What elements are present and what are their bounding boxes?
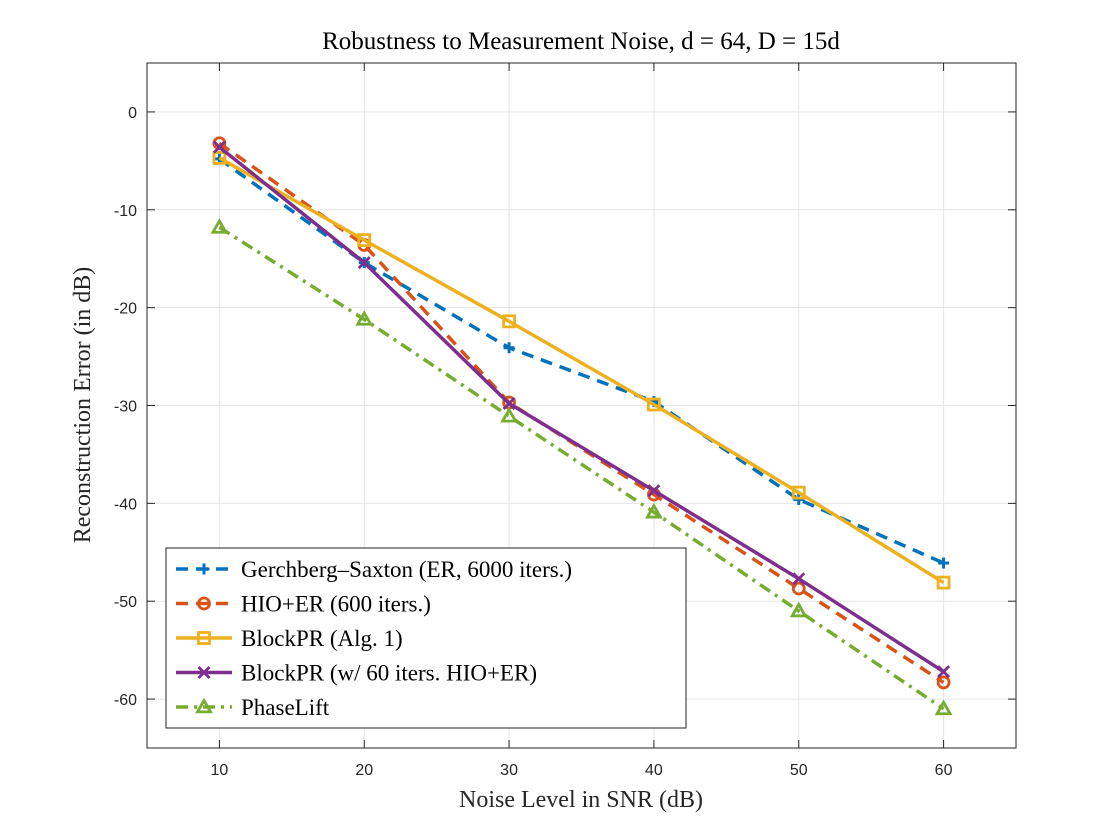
- x-tick-label: 40: [645, 762, 663, 779]
- data-point: [502, 314, 516, 329]
- legend-label: HIO+ER (600 iters.): [241, 592, 431, 617]
- data-point: [357, 256, 371, 270]
- data-point: [647, 397, 661, 412]
- tick-layer: 10 20 30 40 50 60 0 -10 -20 -30 -40 -50 -60: [114, 63, 1016, 779]
- data-point: [645, 502, 663, 519]
- x-tick-label: 30: [500, 762, 518, 779]
- x-tick-label: 50: [790, 762, 808, 779]
- chart-title: Robustness to Measurement Noise, d = 64,…: [322, 28, 840, 55]
- legend-marker: [198, 563, 210, 575]
- data-point: [791, 485, 806, 500]
- x-axis-label: Noise Level in SNR (dB): [459, 787, 703, 813]
- legend-marker: [197, 666, 211, 679]
- data-point: [647, 484, 661, 498]
- legend-entry: BlockPR (w/ 60 iters. HIO+ER): [176, 661, 537, 686]
- legend-label: BlockPR (w/ 60 iters. HIO+ER): [241, 661, 537, 686]
- series-line: [218, 145, 945, 674]
- y-tick-label: -10: [114, 203, 137, 220]
- data-point: [936, 575, 951, 590]
- y-tick-label: -60: [114, 692, 137, 709]
- data-point: [937, 665, 951, 679]
- data-point: [355, 310, 374, 326]
- legend-marker: [197, 631, 211, 645]
- y-tick-label: -40: [114, 496, 137, 513]
- legend-entry: Gerchberg–Saxton (ER, 6000 iters.): [176, 557, 572, 582]
- data-point: [934, 699, 953, 716]
- data-point: [500, 406, 518, 423]
- y-axis-label: Reconstruction Error (in dB): [70, 267, 96, 544]
- y-tick-label: 0: [128, 105, 137, 122]
- y-tick-label: -20: [114, 301, 137, 318]
- x-tick-label: 20: [355, 762, 373, 779]
- data-point: [789, 601, 808, 618]
- legend-label: PhaseLift: [241, 695, 330, 720]
- y-tick-label: -30: [114, 399, 137, 416]
- data-point: [502, 397, 516, 411]
- legend-label: Gerchberg–Saxton (ER, 6000 iters.): [241, 557, 572, 582]
- data-point: [791, 581, 806, 596]
- legend-box: [165, 547, 687, 729]
- data-point: [357, 233, 372, 248]
- x-tick-label: 60: [935, 762, 953, 779]
- legend-marker: [195, 697, 213, 714]
- legend-label: BlockPR (Alg. 1): [241, 626, 403, 651]
- legend-entry: PhaseLift: [176, 695, 330, 720]
- data-point: [212, 151, 227, 165]
- series-5: [210, 218, 953, 716]
- plot-frame: [146, 62, 1017, 749]
- series-line: [218, 225, 945, 711]
- data-point: [936, 675, 951, 690]
- data-point: [938, 557, 950, 569]
- y-tick-label: -50: [114, 594, 137, 611]
- data-point: [503, 342, 515, 354]
- series-3: [212, 151, 951, 590]
- series-layer: [210, 136, 953, 716]
- data-point: [212, 140, 226, 154]
- series-4: [212, 140, 951, 679]
- series-line: [218, 156, 945, 585]
- x-tick-label: 10: [211, 762, 229, 779]
- data-point: [792, 572, 806, 586]
- legend-entry: BlockPR (Alg. 1): [176, 626, 403, 651]
- legend-entry: HIO+ER (600 iters.): [176, 592, 431, 617]
- legend-marker: [197, 596, 211, 611]
- data-point: [210, 218, 229, 234]
- legend: Gerchberg–Saxton (ER, 6000 iters.) HIO+ER…: [165, 547, 687, 729]
